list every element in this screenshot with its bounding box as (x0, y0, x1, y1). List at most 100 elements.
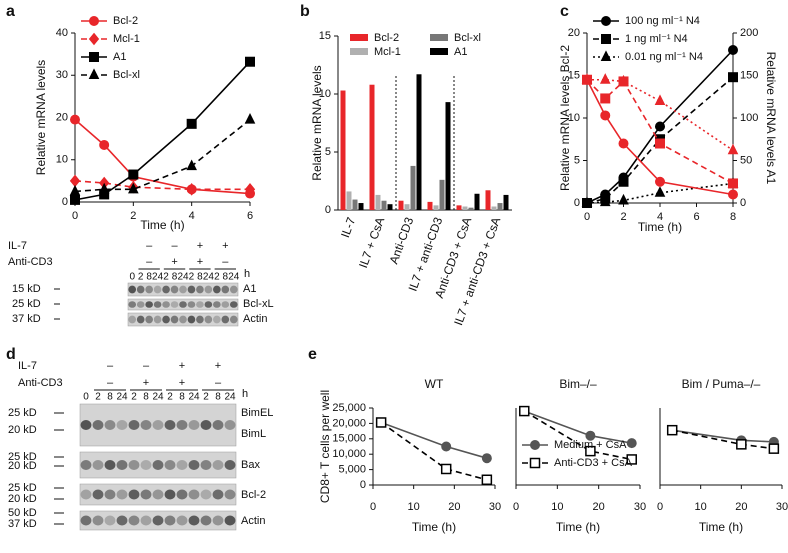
blot-band (196, 285, 204, 294)
marker (655, 138, 665, 149)
y-tick-label: 20 (56, 111, 68, 123)
blot-band (80, 489, 92, 500)
blot-band (200, 515, 212, 526)
blot-band (164, 420, 176, 430)
bar (491, 206, 497, 210)
bar (439, 179, 445, 210)
x-tick-label: 4 (657, 211, 663, 223)
marker (128, 169, 139, 180)
size-marker: 25 kD (8, 482, 37, 494)
legend-label: Medium + CsA (554, 439, 627, 451)
marker (728, 178, 738, 189)
marker (69, 184, 81, 196)
y-axis-label: CD8+ T cells per well (318, 390, 332, 503)
marker (89, 16, 99, 26)
marker (530, 440, 540, 450)
blot-band (200, 489, 212, 500)
blot-band (187, 285, 196, 294)
y-tick-label: 0 (325, 204, 331, 216)
bar (503, 194, 509, 210)
lane-label: 24 (152, 392, 164, 403)
y-tick-label: 5 (574, 154, 580, 166)
y2-tick-label: 0 (740, 197, 746, 209)
blot-band (170, 285, 179, 294)
band-label: Bax (241, 459, 260, 471)
legend-label: Bcl-2 (374, 32, 399, 44)
marker (626, 454, 637, 465)
blot-band (204, 315, 213, 324)
blot-band (92, 420, 104, 430)
x-tick-label: 20 (593, 501, 605, 513)
marker (186, 159, 197, 171)
blot-band (200, 460, 212, 470)
marker (600, 50, 612, 61)
blot-band (187, 301, 196, 308)
condition-sign: + (143, 377, 149, 389)
y-tick-label: 20,000 (332, 417, 366, 429)
blot-band (229, 285, 238, 294)
x-tick-label: 0 (370, 501, 376, 513)
lane-label: 24 (228, 272, 240, 283)
blot-band (213, 315, 221, 324)
legend-label: 100 ng ml⁻¹ N4 (625, 15, 700, 27)
y2-tick-label: 50 (740, 154, 752, 166)
chart-title: WT (425, 377, 444, 391)
marker (481, 453, 492, 464)
blot-band (204, 285, 213, 294)
x-axis-label: Time (h) (140, 218, 184, 232)
panel-label: d (6, 346, 16, 363)
bar (497, 203, 503, 210)
x-axis-label: Time (h) (638, 220, 682, 234)
x-tick-label: 0 (513, 501, 519, 513)
blot-band (128, 301, 137, 308)
blot-band (176, 489, 188, 500)
size-marker: 20 kD (8, 493, 37, 505)
x-axis-label: Time (h) (556, 520, 600, 534)
y-axis-label: Relative mRNA levels (34, 60, 48, 175)
legend-label: Bcl-xl (113, 69, 140, 81)
marker (600, 110, 611, 121)
blot-band (152, 515, 164, 526)
blot-band (176, 515, 188, 526)
blot-band (140, 489, 152, 500)
marker (655, 121, 665, 132)
blot-band (92, 515, 104, 526)
y-tick-label: 40 (56, 27, 68, 39)
marker (98, 182, 110, 194)
lane-label: 8 (146, 272, 152, 283)
marker (99, 139, 110, 150)
lane-label: 24 (188, 392, 200, 403)
marker (666, 424, 678, 436)
size-marker: 20 kD (8, 424, 37, 436)
chart-title: Bim–/– (559, 377, 597, 391)
legend-label: Mcl-1 (374, 46, 401, 58)
marker (618, 176, 629, 187)
bar (375, 194, 381, 210)
blot-band (104, 489, 116, 500)
lane-label: 8 (223, 272, 229, 283)
marker (618, 74, 629, 86)
legend-label: A1 (454, 46, 467, 58)
blot-band (221, 315, 230, 324)
condition-sign: – (143, 360, 150, 372)
marker (655, 176, 665, 187)
size-marker: 37 kD (12, 313, 41, 325)
bar (410, 165, 416, 210)
y-tick-label: 10 (319, 88, 331, 100)
blot-band (176, 460, 188, 470)
bar (346, 191, 352, 210)
bar (433, 205, 439, 210)
marker (69, 174, 81, 188)
blot-band (229, 315, 238, 324)
blot-band (80, 460, 92, 470)
x-tick-label: 10 (551, 501, 563, 513)
blot-band (145, 285, 153, 294)
size-marker: 37 kD (8, 518, 37, 530)
marker (186, 183, 197, 196)
marker (581, 73, 593, 84)
panel-label: b (300, 3, 310, 20)
blot-band (170, 301, 179, 308)
blot-band (179, 285, 187, 294)
marker (375, 417, 387, 428)
